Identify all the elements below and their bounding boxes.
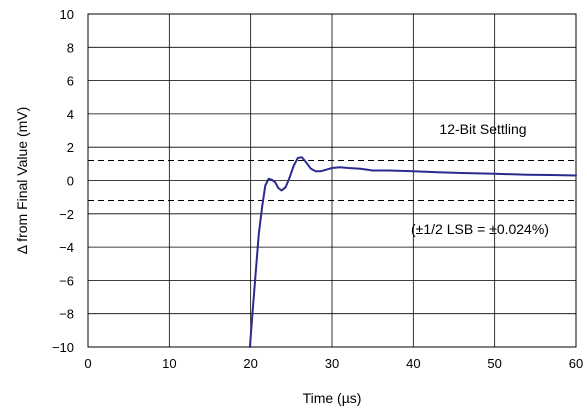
grid-lines [87,13,577,348]
y-tick-label: −10 [52,340,74,355]
y-tick-label: 10 [60,7,74,22]
y-axis-label: Δ from Final Value (mV) [14,107,30,255]
reference-lines [88,160,576,201]
y-tick-label: −6 [59,273,74,288]
series-line [248,156,577,348]
x-tick-labels: 0 10 20 30 40 50 60 [84,356,583,371]
x-axis-label: Time (µs) [303,390,362,406]
y-tick-label: 4 [67,107,74,122]
y-tick-label: 6 [67,74,74,89]
x-tick-label: 60 [569,356,583,371]
x-tick-label: 50 [487,356,501,371]
x-tick-label: 0 [84,356,91,371]
y-tick-label: 0 [67,174,74,189]
x-tick-label: 30 [325,356,339,371]
y-tick-label: 2 [67,140,74,155]
plot-area-frame [87,13,577,348]
y-tick-label: −8 [59,307,74,322]
x-tick-label: 10 [162,356,176,371]
x-tick-label: 40 [406,356,420,371]
lsb-annotation: (±1/2 LSB = ±0.024%) [411,221,549,237]
y-tick-labels: −10 −8 −6 −4 −2 0 2 4 6 8 10 [52,7,74,355]
y-tick-label: −2 [59,207,74,222]
y-tick-label: 8 [67,40,74,55]
y-tick-label: −4 [59,240,74,255]
settling-annotation: 12-Bit Settling [439,121,526,137]
x-tick-label: 20 [243,356,257,371]
series-group [248,156,577,348]
